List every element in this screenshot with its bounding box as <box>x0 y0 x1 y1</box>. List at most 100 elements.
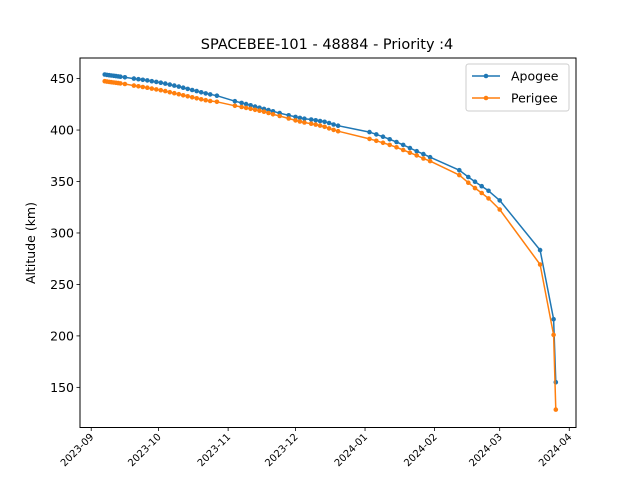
perigee-line <box>104 80 557 410</box>
apogee-point <box>331 122 336 127</box>
perigee-point <box>414 153 420 158</box>
apogee-point <box>198 90 204 95</box>
perigee-point <box>427 158 433 164</box>
perigee-point <box>158 87 164 93</box>
perigee-series <box>102 78 559 412</box>
perigee-point <box>203 97 208 103</box>
apogee-point <box>457 167 462 173</box>
legend: Apogee Perigee <box>465 63 570 112</box>
perigee-point <box>322 124 327 130</box>
apogee-point <box>394 139 399 145</box>
perigee-point <box>331 127 336 133</box>
perigee-point <box>118 81 123 86</box>
perigee-point <box>189 95 195 100</box>
perigee-point <box>466 180 471 185</box>
y-tick-label: 450 <box>50 71 74 86</box>
perigee-point <box>400 147 406 153</box>
perigee-point <box>167 89 173 95</box>
perigee-point <box>243 105 249 111</box>
apogee-point <box>154 79 159 85</box>
apogee-point <box>317 118 323 124</box>
chart-title: SPACEBEE-101 - 48884 - Priority :4 <box>201 37 454 53</box>
apogee-point <box>131 76 137 81</box>
perigee-point <box>407 150 413 155</box>
apogee-point <box>479 183 485 189</box>
apogee-point <box>207 92 213 97</box>
apogee-point <box>185 86 190 92</box>
perigee-point <box>180 93 186 98</box>
series-layer <box>102 72 559 412</box>
perigee-point <box>277 113 283 119</box>
x-tick-label: 2023-11 <box>196 432 233 469</box>
perigee-point <box>479 190 485 196</box>
apogee-point <box>172 83 177 88</box>
apogee-point <box>293 114 298 120</box>
perigee-point <box>131 83 137 88</box>
perigee-point <box>172 90 177 96</box>
apogee-point <box>374 132 379 137</box>
apogee-point <box>176 84 182 89</box>
perigee-point <box>302 120 307 125</box>
apogee-point <box>380 134 386 139</box>
apogee-point <box>149 78 155 84</box>
perigee-point <box>457 172 462 178</box>
perigee-point <box>149 86 155 91</box>
perigee-point <box>136 84 141 89</box>
perigee-point <box>270 112 276 117</box>
apogee-point <box>367 129 372 135</box>
apogee-point <box>239 100 244 106</box>
perigee-point <box>239 104 244 110</box>
perigee-point <box>394 145 399 150</box>
perigee-point <box>297 119 303 124</box>
perigee-point <box>185 94 190 99</box>
y-tick-label: 350 <box>50 174 74 189</box>
apogee-point <box>243 101 249 107</box>
perigee-point <box>553 407 559 412</box>
plot-frame <box>79 57 577 428</box>
perigee-point <box>261 109 267 114</box>
apogee-point <box>414 148 420 154</box>
y-tick-label: 150 <box>50 380 74 395</box>
perigee-point <box>122 81 128 87</box>
perigee-point <box>374 138 379 144</box>
apogee-point <box>136 76 141 82</box>
apogee-point <box>189 87 195 93</box>
perigee-point <box>252 107 258 113</box>
apogee-point <box>427 154 433 160</box>
apogee-point <box>167 82 173 87</box>
x-tick-label: 2023-12 <box>263 432 300 469</box>
apogee-point <box>118 74 123 79</box>
apogee-point <box>203 91 208 96</box>
x-tick-label: 2024-03 <box>467 432 504 469</box>
perigee-point <box>486 196 491 201</box>
apogee-point <box>335 123 341 128</box>
apogee-point <box>140 77 146 83</box>
perigee-point <box>145 85 150 90</box>
perigee-point <box>232 103 238 109</box>
perigee-point <box>154 87 159 92</box>
apogee-point <box>180 85 186 90</box>
apogee-point <box>214 93 220 98</box>
x-tick-label: 2024-01 <box>333 432 370 469</box>
apogee-point <box>407 145 413 151</box>
apogee-point <box>286 113 292 118</box>
perigee-point <box>286 116 292 121</box>
perigee-point <box>163 88 168 94</box>
apogee-point <box>497 198 503 203</box>
perigee-point <box>207 98 213 104</box>
apogee-point <box>248 103 253 108</box>
apogee-point <box>158 80 164 85</box>
perigee-point <box>293 118 298 123</box>
x-tick-label: 2023-09 <box>59 432 96 469</box>
apogee-point <box>421 151 426 157</box>
x-tick-label: 2024-02 <box>402 432 439 469</box>
x-axis: 2023-09 2023-10 2023-11 2023-12 2024-01 2024-… <box>59 427 574 469</box>
perigee-point <box>421 156 426 161</box>
x-tick-label: 2023-10 <box>126 432 163 469</box>
perigee-point <box>551 332 556 338</box>
y-tick-label: 300 <box>50 225 74 240</box>
apogee-point <box>322 119 327 125</box>
apogee-point <box>400 142 406 148</box>
legend-apogee-marker <box>483 73 489 79</box>
